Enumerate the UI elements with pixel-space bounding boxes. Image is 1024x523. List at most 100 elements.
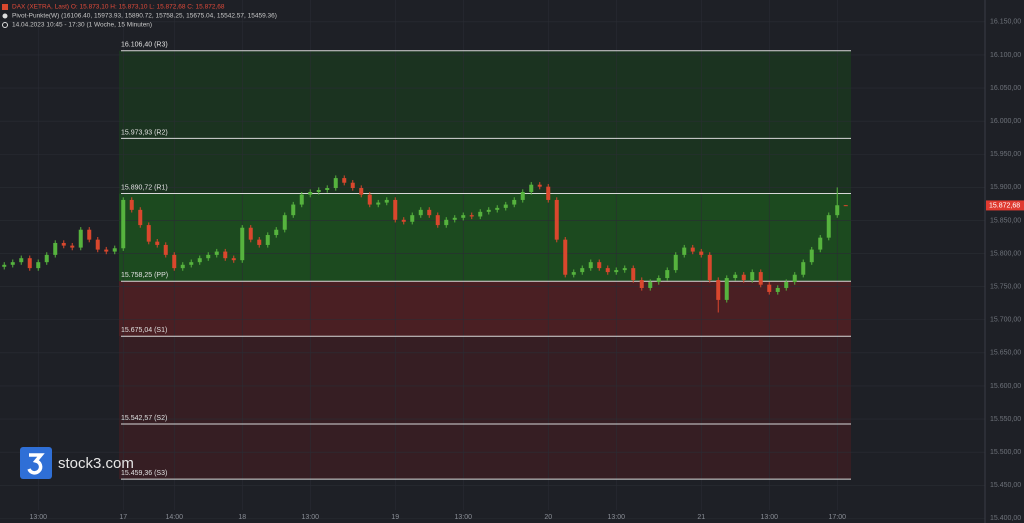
candle-body bbox=[95, 239, 100, 250]
candle-body bbox=[10, 262, 15, 265]
watermark: stock3.com bbox=[20, 447, 134, 479]
candle-body bbox=[435, 215, 440, 226]
candle-body bbox=[673, 254, 678, 271]
candle-body bbox=[529, 184, 534, 192]
candle-body bbox=[461, 215, 466, 218]
candle-body bbox=[359, 188, 364, 195]
candle-body bbox=[792, 274, 797, 283]
candle-body bbox=[44, 254, 49, 263]
candle-body bbox=[393, 199, 398, 220]
watermark-text: stock3.com bbox=[58, 455, 134, 472]
y-tick-label: 15.700,00 bbox=[990, 317, 1021, 324]
candle-body bbox=[223, 251, 228, 259]
candle-body bbox=[291, 204, 296, 216]
candle-body bbox=[614, 270, 619, 273]
pivot-label: 16.106,40 (R3) bbox=[121, 42, 168, 49]
candle-body bbox=[427, 209, 432, 216]
candle-body bbox=[733, 274, 738, 279]
last-price-tag bbox=[986, 200, 1024, 211]
logo bbox=[20, 447, 52, 479]
candle-body bbox=[639, 280, 644, 288]
candle-body bbox=[2, 264, 7, 267]
candle-body bbox=[512, 199, 517, 205]
x-tick-label: 17 bbox=[119, 514, 127, 521]
pivot-label: 15.890,72 (R1) bbox=[121, 184, 168, 191]
candle-body bbox=[308, 191, 313, 195]
candle-body bbox=[197, 258, 202, 263]
y-tick-label: 15.400,00 bbox=[990, 515, 1021, 522]
y-tick-label: 15.850,00 bbox=[990, 217, 1021, 224]
candle-body bbox=[469, 215, 474, 217]
candle-body bbox=[206, 254, 211, 259]
candle-body bbox=[214, 251, 219, 255]
candle-body bbox=[163, 244, 168, 255]
candle-body bbox=[554, 199, 559, 240]
candle-body bbox=[155, 241, 160, 245]
candle-body bbox=[112, 248, 117, 252]
candle-body bbox=[520, 191, 525, 200]
candle-body bbox=[690, 247, 695, 252]
candle-body bbox=[78, 229, 83, 248]
candle-body bbox=[758, 272, 763, 285]
candle-body bbox=[240, 227, 245, 261]
candle-body bbox=[826, 215, 831, 238]
candle-body bbox=[571, 272, 576, 275]
y-tick-label: 15.450,00 bbox=[990, 482, 1021, 489]
x-tick-label: 13:00 bbox=[29, 514, 47, 521]
candle-body bbox=[605, 268, 610, 273]
candle-body bbox=[401, 219, 406, 222]
candle-body bbox=[478, 211, 483, 217]
zone bbox=[119, 336, 851, 480]
candle-body bbox=[19, 258, 24, 263]
y-tick-label: 15.950,00 bbox=[990, 151, 1021, 158]
candle-body bbox=[350, 182, 355, 189]
candle-body bbox=[418, 209, 423, 216]
y-tick-label: 15.550,00 bbox=[990, 416, 1021, 423]
candle-body bbox=[27, 258, 32, 269]
zone bbox=[119, 193, 851, 282]
candle-body bbox=[546, 186, 551, 200]
candle-body bbox=[452, 217, 457, 220]
candle-body bbox=[503, 204, 508, 208]
candle-body bbox=[741, 274, 746, 281]
candle-body bbox=[486, 209, 491, 212]
x-tick-label: 13:00 bbox=[301, 514, 319, 521]
candle-body bbox=[835, 205, 840, 216]
candle-body bbox=[367, 194, 372, 205]
candle-body bbox=[843, 205, 848, 207]
candle-body bbox=[172, 254, 177, 269]
y-tick-label: 16.100,00 bbox=[990, 52, 1021, 59]
candle-body bbox=[299, 194, 304, 205]
candle-body bbox=[376, 202, 381, 205]
candle-body bbox=[282, 215, 287, 230]
zone bbox=[119, 50, 851, 194]
candle-body bbox=[775, 287, 780, 292]
candle-body bbox=[648, 282, 653, 288]
candle-body bbox=[138, 209, 143, 226]
candle-body bbox=[631, 268, 636, 281]
candle-body bbox=[495, 207, 500, 210]
x-tick-label: 21 bbox=[697, 514, 705, 521]
chart-title: DAX (XETRA, Last) O: 15.873,10 H: 15.873… bbox=[12, 4, 225, 11]
candle-body bbox=[682, 247, 687, 255]
candle-body bbox=[537, 184, 542, 187]
pivot-label: 15.675,04 (S1) bbox=[121, 327, 167, 334]
y-tick-label: 15.650,00 bbox=[990, 350, 1021, 357]
candle-body bbox=[801, 262, 806, 275]
candle-body bbox=[87, 229, 92, 240]
icon bbox=[2, 4, 8, 10]
candle-body bbox=[121, 199, 126, 249]
x-tick-label: 13:00 bbox=[607, 514, 625, 521]
pivot-label: 15.459,36 (S3) bbox=[121, 470, 167, 477]
candle-body bbox=[563, 239, 568, 275]
last-price-label: 15.872,68 bbox=[989, 202, 1020, 209]
pivot-label: 15.542,57 (S2) bbox=[121, 415, 167, 422]
candle-body bbox=[231, 258, 236, 261]
candle-body bbox=[410, 215, 415, 222]
period: 14.04.2023 10:45 - 17:30 (1 Woche, 15 Mi… bbox=[12, 22, 152, 29]
candle-body bbox=[622, 268, 627, 271]
candle-body bbox=[180, 264, 185, 269]
candle-body bbox=[316, 190, 321, 192]
candle-body bbox=[325, 188, 330, 191]
